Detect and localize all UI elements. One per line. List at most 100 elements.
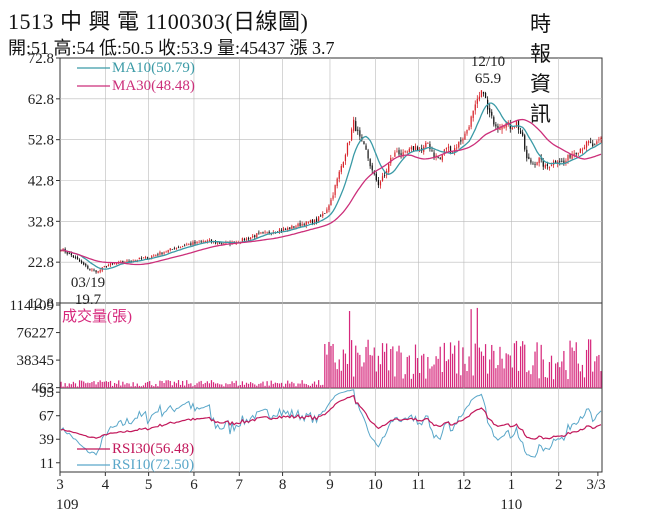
candle-body (278, 229, 281, 232)
candle-body (587, 141, 590, 143)
volume-bar (470, 309, 472, 388)
volume-bar (272, 383, 274, 388)
volume-bar (198, 381, 200, 388)
candle-body (93, 269, 95, 271)
volume-bar (227, 384, 229, 388)
candle-body (429, 143, 431, 149)
candle-body (544, 165, 546, 168)
chart-title-row: 1513 中 興 電 1100303(日線圖) 時報資訊 (8, 4, 551, 126)
volume-bar (371, 355, 373, 388)
volume-bar (478, 347, 480, 388)
x-tick-label: 11 (411, 477, 425, 493)
volume-bar (416, 358, 419, 388)
volume-bar (332, 343, 334, 388)
candle-body (266, 231, 268, 233)
candle-body (427, 143, 429, 144)
x-tick-label: 4 (102, 477, 110, 493)
volume-bar (291, 381, 293, 388)
volume-bar (173, 381, 175, 388)
rsi10-legend-label: RSI10(72.50) (112, 457, 194, 473)
candle-body (379, 181, 382, 186)
volume-bar (464, 363, 466, 388)
volume-bar (113, 383, 116, 388)
volume-bar (342, 349, 344, 388)
chart-date: 1100303(日線圖) (145, 9, 309, 34)
volume-bar (287, 380, 289, 388)
volume-bar (484, 344, 487, 388)
price-tick-label: 22.8 (28, 255, 54, 271)
candle-body (81, 261, 83, 263)
volume-bar (441, 371, 443, 388)
candle-body (468, 126, 470, 130)
candle-body (282, 228, 285, 231)
candle-body (214, 241, 217, 244)
volume-bar (70, 384, 72, 388)
candle-body (142, 257, 145, 259)
volume-bar (542, 359, 544, 388)
candle-body (217, 242, 219, 244)
volume-bar (355, 345, 357, 388)
candle-body (307, 222, 309, 223)
volume-bar (412, 373, 415, 388)
candle-body (262, 232, 264, 233)
candle-body (528, 156, 530, 160)
volume-bar (346, 363, 349, 388)
candle-body (400, 153, 402, 155)
candle-body (188, 243, 190, 245)
candle-body (87, 265, 89, 269)
volume-bar (254, 384, 256, 388)
volume-bar (322, 384, 324, 388)
volume-bar (550, 355, 553, 388)
candle-body (460, 140, 462, 142)
x-tick-label: 6 (190, 477, 198, 493)
candle-body (402, 152, 404, 157)
candle-body (344, 154, 347, 162)
volume-bar (350, 340, 353, 388)
volume-bar (598, 354, 600, 388)
volume-bar (134, 386, 136, 388)
volume-bar (311, 383, 314, 388)
volume-bar (548, 362, 551, 388)
candle-body (313, 219, 316, 223)
candle-body (555, 160, 557, 163)
volume-bar (418, 372, 421, 388)
candle-body (565, 160, 567, 164)
volume-bar (153, 386, 155, 388)
candle-body (596, 141, 598, 144)
candle-body (573, 153, 575, 155)
candle-body (192, 242, 194, 245)
price-tick-label: 52.8 (28, 133, 54, 149)
x-tick-label: 7 (236, 477, 244, 493)
volume-bar (233, 383, 235, 388)
volume-bar (495, 368, 497, 388)
volume-bar (435, 356, 437, 388)
candle-body (505, 123, 507, 128)
volume-bar (182, 380, 184, 388)
volume-bar (433, 364, 435, 388)
volume-bar (221, 384, 223, 388)
volume-bar (328, 341, 330, 388)
volume-bar (491, 344, 493, 388)
candle-body (408, 148, 410, 153)
candle-body (598, 139, 600, 141)
candle-body (410, 147, 412, 150)
candle-body (478, 96, 480, 100)
volume-bar (377, 355, 380, 388)
candle-body (474, 104, 476, 111)
volume-bar (225, 383, 227, 388)
volume-bar (421, 355, 423, 388)
volume-bar (557, 362, 559, 388)
volume-bar (268, 385, 270, 388)
volume-bar (260, 383, 262, 388)
volume-bar (594, 361, 596, 388)
volume-bar (252, 383, 254, 388)
volume-bar (563, 350, 565, 388)
candle-body (377, 180, 380, 186)
volume-bar (536, 342, 538, 388)
candle-body (365, 145, 367, 150)
low-annotation-date: 03/19 (71, 275, 105, 291)
candle-body (243, 238, 246, 241)
volume-bar (429, 368, 431, 388)
volume-bar (78, 380, 81, 388)
